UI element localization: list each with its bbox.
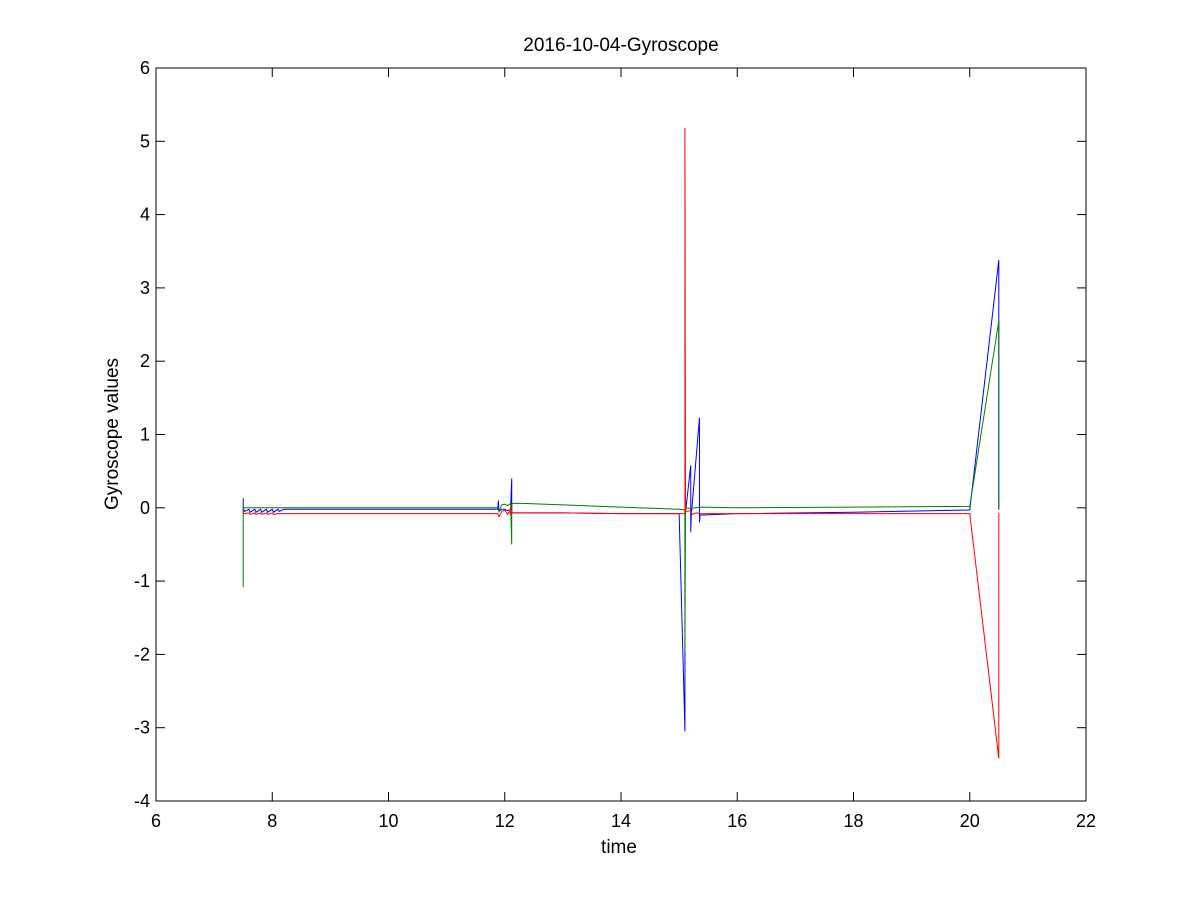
y-axis-label: Gyroscope values	[102, 358, 123, 510]
x-tick-label: 22	[1076, 811, 1096, 831]
y-tick-label: -3	[134, 718, 150, 738]
x-tick-label: 18	[843, 811, 863, 831]
x-tick-label: 14	[611, 811, 631, 831]
series-line-2	[242, 320, 1000, 651]
y-tick-label: 5	[140, 131, 150, 151]
plot-background	[156, 68, 1086, 801]
y-tick-label: 3	[140, 278, 150, 298]
y-tick-label: 0	[140, 498, 150, 518]
plot-frame	[155, 67, 1087, 802]
series-line-1	[242, 259, 1000, 732]
y-tick-label: 4	[140, 205, 150, 225]
y-tick-label: -1	[134, 571, 150, 591]
series-layer	[242, 128, 1000, 759]
y-tick-label: 1	[140, 425, 150, 445]
y-tick-label: -4	[134, 791, 150, 811]
series-line-3	[242, 128, 1000, 759]
x-tick-label: 8	[267, 811, 277, 831]
x-tick-label: 10	[378, 811, 398, 831]
x-tick-label: 20	[960, 811, 980, 831]
x-tick-label: 16	[727, 811, 747, 831]
x-tick-label: 12	[495, 811, 515, 831]
x-tick-label: 6	[151, 811, 161, 831]
x-axis-label: time	[601, 837, 637, 858]
chart-title: 2016-10-04-Gyroscope	[523, 35, 718, 56]
y-tick-label: 6	[140, 58, 150, 78]
y-tick-label: -2	[134, 644, 150, 664]
y-tick-label: 2	[140, 351, 150, 371]
